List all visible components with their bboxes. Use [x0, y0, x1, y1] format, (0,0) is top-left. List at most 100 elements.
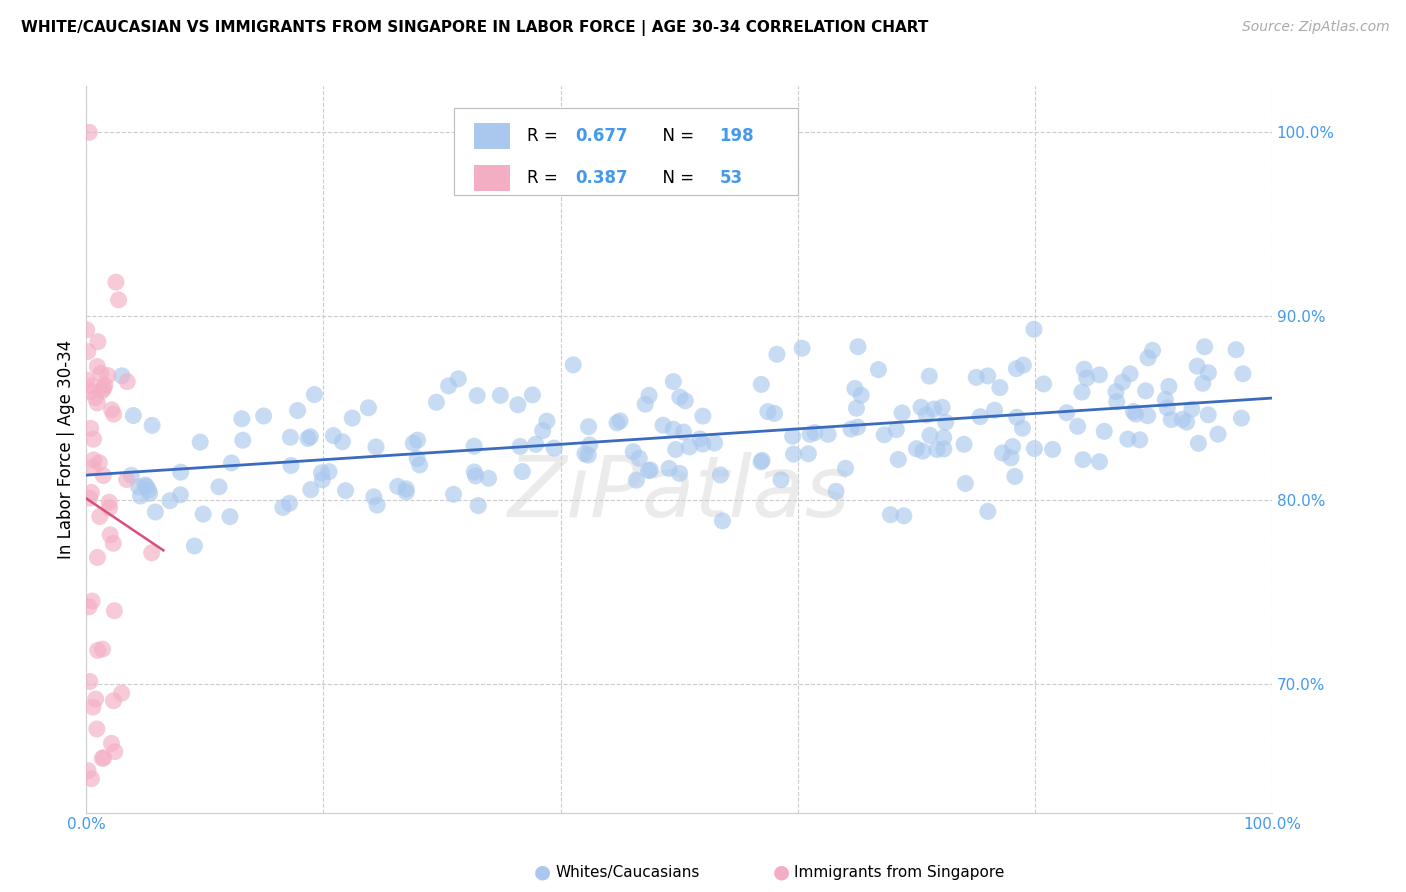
Point [80, 421, 103, 435]
Point [709, 467, 731, 482]
Point [1105, 394, 1128, 409]
Point [93, 468, 115, 483]
Point [271, 500, 294, 515]
Point [100, 402, 122, 417]
Point [443, 487, 465, 501]
Point [692, 437, 714, 451]
Point [425, 395, 447, 409]
Point [366, 498, 388, 512]
Point [977, 504, 1000, 518]
Point [318, 465, 340, 479]
Point [278, 430, 301, 444]
Point [77, 764, 100, 778]
Text: 53: 53 [720, 169, 742, 187]
Point [83, 453, 105, 467]
Point [1225, 343, 1247, 357]
Point [1135, 384, 1157, 398]
Point [1001, 440, 1024, 454]
Point [1197, 366, 1219, 380]
Point [851, 388, 873, 402]
Point [111, 686, 134, 700]
Point [111, 368, 134, 383]
Point [1171, 412, 1194, 426]
Point [299, 430, 322, 444]
Text: N =: N = [652, 127, 699, 145]
Point [652, 418, 675, 433]
Point [782, 429, 804, 443]
Text: 198: 198 [720, 127, 754, 145]
Point [782, 447, 804, 461]
Point [159, 493, 181, 508]
Point [672, 425, 695, 439]
Point [983, 403, 1005, 417]
Point [658, 461, 681, 475]
Point [846, 420, 869, 434]
Point [536, 414, 558, 428]
Point [891, 406, 914, 420]
Point [232, 434, 254, 448]
Point [98, 500, 121, 515]
Point [82, 460, 104, 475]
Point [1088, 368, 1111, 382]
Point [1071, 452, 1094, 467]
Point [578, 419, 600, 434]
Text: ZiPatlas: ZiPatlas [508, 451, 851, 534]
Text: Whites/Caucasians: Whites/Caucasians [555, 865, 700, 880]
Point [628, 451, 651, 466]
Point [562, 358, 585, 372]
Point [1191, 376, 1213, 391]
Point [1125, 407, 1147, 421]
Point [83, 432, 105, 446]
Point [138, 483, 160, 497]
Point [668, 467, 690, 481]
Point [107, 293, 129, 307]
Point [90, 367, 112, 381]
Point [769, 473, 792, 487]
Point [115, 473, 138, 487]
Point [287, 403, 309, 417]
Point [634, 397, 657, 411]
Point [86, 396, 108, 410]
Point [918, 369, 941, 384]
Point [1187, 436, 1209, 450]
Point [104, 275, 127, 289]
Text: R =: R = [527, 127, 564, 145]
Point [893, 508, 915, 523]
Point [93, 381, 115, 395]
Point [669, 390, 692, 404]
Point [76, 323, 98, 337]
Point [931, 401, 953, 415]
Point [406, 451, 429, 466]
Point [1197, 408, 1219, 422]
Point [839, 422, 862, 436]
Point [135, 479, 157, 493]
Point [703, 436, 725, 450]
Point [79, 125, 101, 139]
Point [1024, 442, 1046, 456]
Point [825, 484, 848, 499]
Bar [474, 165, 509, 191]
Point [80, 485, 103, 500]
Point [1137, 351, 1160, 365]
Point [911, 444, 934, 458]
Text: 0.677: 0.677 [575, 127, 627, 145]
Point [756, 404, 779, 418]
Point [918, 428, 941, 442]
Point [80, 379, 103, 393]
Point [387, 479, 409, 493]
Point [86, 550, 108, 565]
Point [464, 469, 486, 483]
Point [621, 444, 644, 458]
Point [1066, 419, 1088, 434]
Point [467, 499, 489, 513]
Point [1011, 421, 1033, 435]
Point [932, 442, 955, 456]
Bar [474, 123, 509, 149]
Point [879, 508, 901, 522]
Point [1206, 427, 1229, 442]
Point [86, 359, 108, 374]
Point [1032, 376, 1054, 391]
Point [1005, 410, 1028, 425]
Point [790, 341, 813, 355]
Point [79, 384, 101, 399]
